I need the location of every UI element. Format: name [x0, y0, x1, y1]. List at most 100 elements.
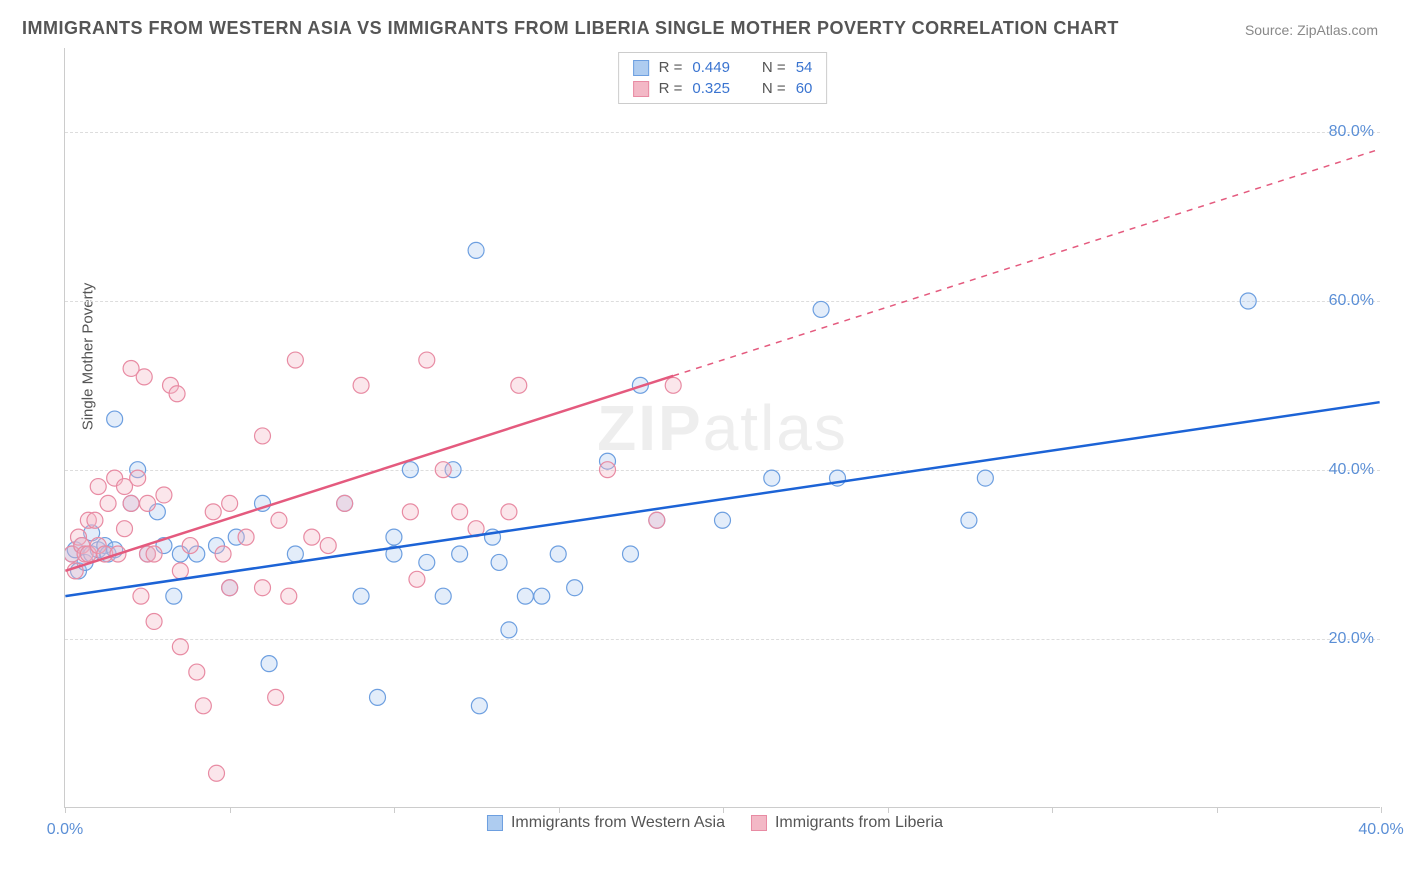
scatter-point	[402, 504, 418, 520]
correlation-legend-row: R = 0.449 N = 54	[633, 57, 813, 78]
scatter-point	[172, 639, 188, 655]
scatter-point	[764, 470, 780, 486]
regression-line	[65, 376, 673, 571]
series-legend-item: Immigrants from Western Asia	[487, 814, 725, 832]
scatter-point	[222, 580, 238, 596]
scatter-point	[287, 546, 303, 562]
n-label: N =	[762, 80, 786, 97]
scatter-point	[169, 386, 185, 402]
scatter-point	[255, 428, 271, 444]
n-value: 54	[796, 59, 813, 76]
scatter-point	[146, 546, 162, 562]
x-tick	[394, 807, 395, 813]
regression-line-extrapolated	[673, 149, 1379, 376]
scatter-point	[255, 580, 271, 596]
x-tick	[230, 807, 231, 813]
scatter-point	[182, 538, 198, 554]
series-legend-label: Immigrants from Western Asia	[511, 814, 725, 832]
scatter-point	[195, 698, 211, 714]
scatter-point	[813, 301, 829, 317]
scatter-point	[90, 479, 106, 495]
scatter-point	[977, 470, 993, 486]
scatter-point	[715, 512, 731, 528]
scatter-point	[370, 689, 386, 705]
scatter-point	[172, 563, 188, 579]
series-legend-item: Immigrants from Liberia	[751, 814, 943, 832]
scatter-point	[511, 377, 527, 393]
plot-area: ZIPatlas R = 0.449 N = 54 R = 0.325 N = …	[64, 48, 1380, 808]
scatter-point	[271, 512, 287, 528]
legend-swatch-icon	[487, 815, 503, 831]
x-tick	[65, 807, 66, 813]
scatter-point	[353, 588, 369, 604]
scatter-point	[130, 470, 146, 486]
r-label: R =	[659, 59, 683, 76]
scatter-point	[517, 588, 533, 604]
scatter-point	[166, 588, 182, 604]
scatter-point	[205, 504, 221, 520]
legend-swatch-icon	[751, 815, 767, 831]
scatter-point	[136, 369, 152, 385]
scatter-point	[215, 546, 231, 562]
scatter-point	[471, 698, 487, 714]
n-value: 60	[796, 80, 813, 97]
scatter-point	[189, 664, 205, 680]
x-tick	[1381, 807, 1382, 813]
r-value: 0.325	[692, 80, 730, 97]
chart-svg	[65, 48, 1380, 807]
r-label: R =	[659, 80, 683, 97]
x-tick	[888, 807, 889, 813]
scatter-point	[435, 462, 451, 478]
legend-swatch-icon	[633, 60, 649, 76]
chart-container: Single Mother Poverty ZIPatlas R = 0.449…	[50, 48, 1380, 838]
scatter-point	[222, 495, 238, 511]
scatter-point	[304, 529, 320, 545]
scatter-point	[87, 512, 103, 528]
scatter-point	[468, 242, 484, 258]
legend-swatch-icon	[633, 81, 649, 97]
scatter-point	[100, 495, 116, 511]
scatter-point	[649, 512, 665, 528]
correlation-legend: R = 0.449 N = 54 R = 0.325 N = 60	[618, 52, 828, 104]
scatter-point	[156, 487, 172, 503]
scatter-point	[419, 554, 435, 570]
scatter-point	[550, 546, 566, 562]
scatter-point	[491, 554, 507, 570]
scatter-point	[261, 656, 277, 672]
scatter-point	[287, 352, 303, 368]
x-tick-label: 0.0%	[47, 821, 83, 839]
x-tick-label: 40.0%	[1358, 821, 1403, 839]
x-tick	[559, 807, 560, 813]
scatter-point	[435, 588, 451, 604]
scatter-point	[501, 504, 517, 520]
scatter-point	[117, 521, 133, 537]
scatter-point	[501, 622, 517, 638]
scatter-point	[353, 377, 369, 393]
scatter-point	[600, 462, 616, 478]
series-legend-label: Immigrants from Liberia	[775, 814, 943, 832]
scatter-point	[146, 613, 162, 629]
scatter-point	[623, 546, 639, 562]
scatter-point	[452, 504, 468, 520]
scatter-point	[1240, 293, 1256, 309]
scatter-point	[386, 529, 402, 545]
scatter-point	[281, 588, 297, 604]
scatter-point	[409, 571, 425, 587]
scatter-point	[402, 462, 418, 478]
source-label: Source: ZipAtlas.com	[1245, 22, 1378, 38]
scatter-point	[268, 689, 284, 705]
scatter-point	[534, 588, 550, 604]
scatter-point	[123, 495, 139, 511]
scatter-point	[107, 411, 123, 427]
scatter-point	[961, 512, 977, 528]
chart-title: IMMIGRANTS FROM WESTERN ASIA VS IMMIGRAN…	[22, 18, 1119, 39]
scatter-point	[665, 377, 681, 393]
scatter-point	[320, 538, 336, 554]
x-tick	[723, 807, 724, 813]
r-value: 0.449	[692, 59, 730, 76]
scatter-point	[209, 765, 225, 781]
scatter-point	[238, 529, 254, 545]
scatter-point	[452, 546, 468, 562]
scatter-point	[419, 352, 435, 368]
series-legend: Immigrants from Western Asia Immigrants …	[487, 814, 943, 832]
